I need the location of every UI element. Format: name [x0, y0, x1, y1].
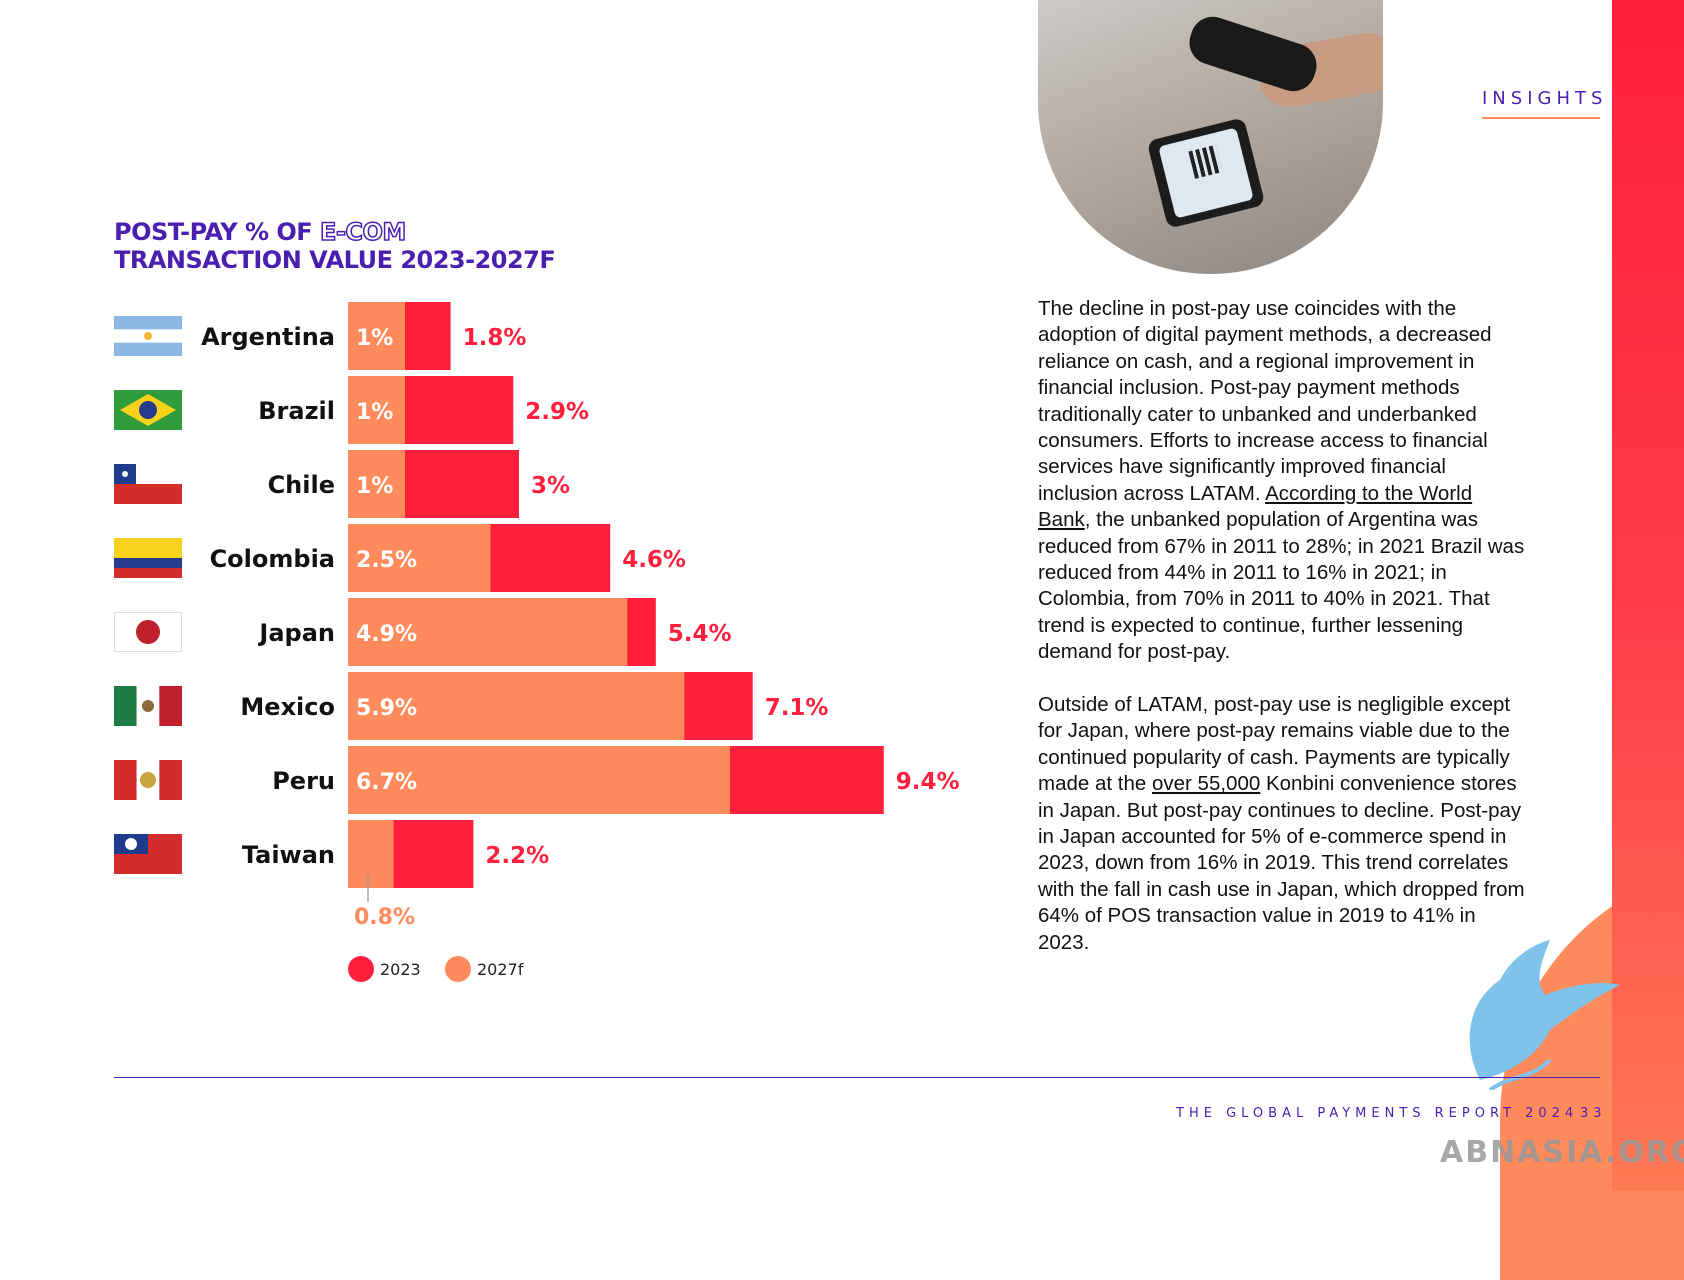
bar-2027f: [348, 820, 394, 888]
bird-illustration-icon: [1469, 940, 1620, 1090]
data-label-2023: 4.6%: [622, 547, 686, 573]
colombia-flag-icon: [114, 538, 182, 578]
bar-2027f: [348, 302, 405, 370]
country-label: Japan: [257, 619, 335, 647]
chart-title: POST-PAY % OF E-COM TRANSACTION VALUE 20…: [114, 217, 556, 274]
qr-code-icon: [1188, 144, 1223, 179]
data-label-2027f: 1%: [356, 474, 393, 499]
footer-report-title: THE GLOBAL PAYMENTS REPORT 2024: [1176, 1106, 1579, 1121]
country-label: Colombia: [210, 545, 335, 573]
legend-label-2023: 2023: [380, 960, 421, 979]
body-text-part: , the unbanked population of Argentina w…: [1038, 508, 1525, 664]
country-label: Brazil: [258, 397, 335, 425]
legend-swatch-2023: [348, 956, 374, 982]
bar-2027f: [348, 598, 628, 666]
mexico-flag-icon: [114, 686, 182, 726]
taiwan-flag-icon: [114, 834, 182, 874]
section-label: INSIGHTS: [1482, 88, 1608, 109]
body-paragraph-1: The decline in post-pay use coincides wi…: [1038, 296, 1528, 666]
body-text-part: The decline in post-pay use coincides wi…: [1038, 297, 1492, 505]
country-label: Mexico: [240, 693, 335, 721]
qr-payment-photo: [1038, 0, 1383, 274]
page-number: 33: [1580, 1106, 1607, 1121]
chile-flag-icon: [114, 464, 182, 504]
section-underline: [1482, 117, 1600, 119]
bar-2027f: [348, 672, 685, 740]
data-label-2023: 5.4%: [668, 621, 732, 647]
konbini-link[interactable]: over 55,000: [1151, 772, 1261, 796]
body-text-part: Konbini convenience stores in Japan. But…: [1038, 772, 1525, 954]
data-label-2027f: 1%: [356, 400, 393, 425]
watermark-logo: ABNASIA.ORG: [1440, 1135, 1684, 1170]
data-label-2023: 2.2%: [485, 843, 549, 869]
barcode-scanner-shape: [1183, 11, 1323, 97]
data-label-2027f: 5.9%: [356, 696, 417, 721]
peru-flag-icon: [114, 760, 182, 800]
chart-title-line2: TRANSACTION VALUE 2023-2027F: [114, 246, 556, 274]
data-label-2027f: 4.9%: [356, 622, 417, 647]
world-bank-link[interactable]: According to the World Bank: [1038, 481, 1473, 532]
footer-divider: [114, 1077, 1600, 1078]
phone-screen: [1158, 127, 1254, 219]
chart-title-part: POST-PAY % OF: [114, 218, 321, 246]
bar-2027f: [348, 746, 730, 814]
phone-shape: [1146, 117, 1266, 229]
data-label-2023: 3%: [531, 473, 570, 499]
bar-chart: Argentina 1.8% 1% Brazil 2.9% 1% Chile 3% 1% Colo…: [114, 302, 960, 982]
bar-2027f: [348, 376, 405, 444]
country-label: Peru: [272, 767, 335, 795]
data-label-2027f: 0.8%: [354, 905, 415, 930]
body-text-part: Outside of LATAM, post-pay use is neglig…: [1038, 693, 1511, 796]
data-label-2027f: 6.7%: [356, 770, 417, 795]
japan-flag-icon: [114, 612, 182, 652]
data-label-2023: 2.9%: [525, 399, 589, 425]
country-label: Taiwan: [242, 841, 335, 869]
data-label-2027f: 2.5%: [356, 548, 417, 573]
chart-title-outlined: E-COM: [319, 217, 407, 247]
country-label: Argentina: [201, 323, 335, 351]
country-label: Chile: [268, 471, 335, 499]
legend-label-2027f: 2027f: [477, 960, 524, 979]
legend-swatch-2027f: [445, 956, 471, 982]
bar-2027f: [348, 450, 405, 518]
bar-2027f: [348, 524, 491, 592]
side-band-decoration: [1612, 0, 1684, 1191]
argentina-flag-icon: [114, 316, 182, 356]
body-paragraph-2: Outside of LATAM, post-pay use is neglig…: [1038, 692, 1528, 956]
data-label-2023: 9.4%: [896, 769, 960, 795]
brazil-flag-icon: [114, 390, 182, 430]
data-label-2023: 1.8%: [463, 325, 527, 351]
data-label-2023: 7.1%: [765, 695, 829, 721]
data-label-2027f: 1%: [356, 326, 393, 351]
